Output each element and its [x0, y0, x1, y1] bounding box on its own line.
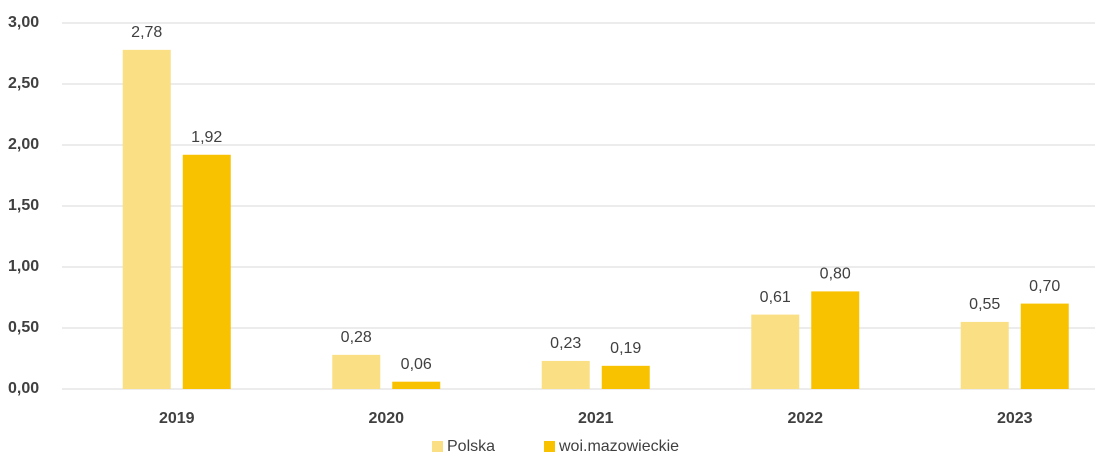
value-label: 0,61 — [760, 289, 791, 306]
bar — [811, 291, 860, 389]
bar — [751, 314, 800, 389]
bar — [541, 360, 590, 389]
value-label: 0,06 — [401, 356, 432, 373]
bar — [1020, 303, 1069, 389]
value-label: 1,92 — [191, 129, 222, 146]
y-tick-label: 1,00 — [8, 258, 39, 275]
x-tick-label: 2021 — [578, 410, 614, 427]
y-tick-label: 0,50 — [8, 319, 39, 336]
value-label: 0,23 — [550, 335, 581, 352]
bar — [960, 321, 1009, 389]
bar — [182, 154, 231, 389]
value-label: 0,19 — [610, 340, 641, 357]
value-label: 0,28 — [341, 329, 372, 346]
x-tick-label: 2022 — [787, 410, 823, 427]
legend-swatch — [544, 441, 555, 452]
value-label: 2,78 — [131, 24, 162, 41]
x-tick-label: 2023 — [997, 410, 1033, 427]
bar — [122, 49, 171, 390]
value-label: 0,55 — [969, 296, 1000, 313]
value-label: 0,80 — [820, 266, 851, 283]
x-tick-label: 2019 — [159, 410, 195, 427]
y-tick-label: 3,00 — [8, 14, 39, 31]
y-tick-label: 2,00 — [8, 136, 39, 153]
value-label: 0,70 — [1029, 278, 1060, 295]
y-tick-label: 1,50 — [8, 197, 39, 214]
y-tick-label: 2,50 — [8, 75, 39, 92]
legend-swatch — [432, 441, 443, 452]
legend-label: woi.mazowieckie — [558, 438, 679, 455]
x-tick-label: 2020 — [368, 410, 404, 427]
bar — [392, 381, 441, 389]
legend-label: Polska — [447, 438, 495, 455]
bar — [601, 365, 650, 389]
bar — [332, 354, 381, 389]
y-tick-label: 0,00 — [8, 380, 39, 397]
